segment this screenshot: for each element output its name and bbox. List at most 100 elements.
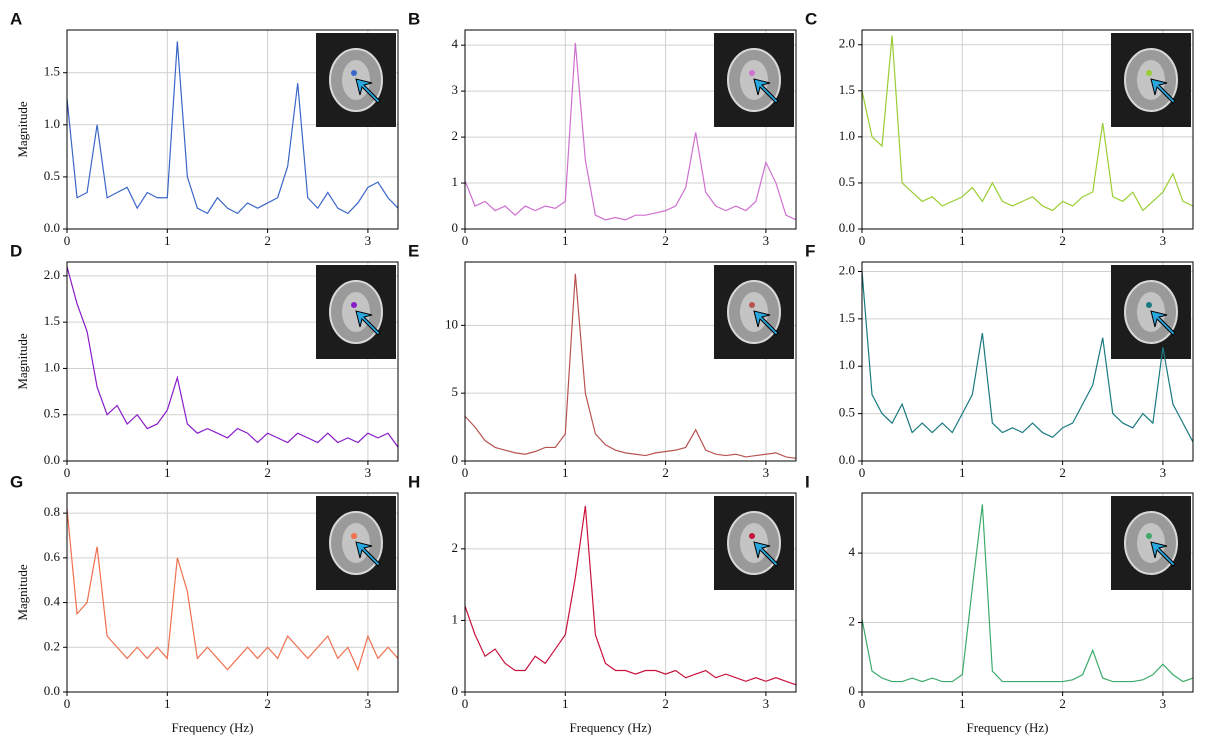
y-tick-label: 0.2 bbox=[44, 638, 60, 653]
x-tick-label: 2 bbox=[662, 233, 669, 248]
x-tick-label: 1 bbox=[164, 465, 171, 480]
y-tick-label: 0.0 bbox=[44, 220, 60, 235]
y-axis-label: Magnitude bbox=[15, 564, 30, 621]
x-tick-label: 1 bbox=[562, 696, 569, 711]
data-line bbox=[66, 41, 399, 215]
x-tick-label: 0 bbox=[859, 696, 866, 711]
y-tick-label: 4 bbox=[452, 36, 459, 51]
data-line bbox=[464, 273, 797, 459]
plot-frame bbox=[861, 29, 1194, 230]
data-line bbox=[861, 35, 1194, 212]
x-tick-label: 2 bbox=[662, 465, 669, 480]
y-axis-label: Magnitude bbox=[15, 101, 30, 158]
y-tick-label: 1 bbox=[452, 611, 459, 626]
x-tick-label: 0 bbox=[462, 233, 469, 248]
y-tick-label: 0.5 bbox=[44, 168, 60, 183]
y-tick-label: 0.0 bbox=[839, 220, 855, 235]
panel-letter: E bbox=[408, 241, 419, 260]
plot-frame bbox=[464, 492, 797, 693]
inset-arrow bbox=[753, 310, 779, 336]
y-tick-label: 1.5 bbox=[44, 313, 60, 328]
x-tick-label: 0 bbox=[64, 696, 71, 711]
y-tick-label: 0.0 bbox=[44, 683, 60, 698]
y-tick-label: 5 bbox=[452, 384, 459, 399]
y-tick-label: 0.5 bbox=[839, 405, 855, 420]
x-tick-label: 2 bbox=[264, 696, 271, 711]
inset-marker bbox=[749, 533, 755, 539]
data-line bbox=[66, 266, 399, 448]
x-tick-label: 2 bbox=[1059, 465, 1066, 480]
inset-marker bbox=[351, 70, 357, 76]
x-tick-label: 3 bbox=[365, 696, 372, 711]
inset-marker bbox=[749, 70, 755, 76]
y-tick-label: 0.8 bbox=[44, 504, 60, 519]
inset-arrow bbox=[1150, 310, 1176, 336]
x-tick-label: 0 bbox=[64, 465, 71, 480]
inset-arrow bbox=[753, 541, 779, 567]
plot-frame bbox=[66, 492, 399, 693]
inset-arrow bbox=[1150, 541, 1176, 567]
inset-arrow bbox=[753, 78, 779, 104]
y-tick-label: 0 bbox=[452, 220, 459, 235]
y-tick-label: 1 bbox=[452, 174, 459, 189]
y-tick-label: 1.0 bbox=[44, 116, 60, 131]
x-tick-label: 2 bbox=[1059, 233, 1066, 248]
y-tick-label: 0 bbox=[452, 452, 459, 467]
x-tick-label: 0 bbox=[859, 233, 866, 248]
data-line bbox=[464, 505, 797, 686]
x-tick-label: 1 bbox=[562, 233, 569, 248]
data-line bbox=[66, 508, 399, 672]
y-axis-label: Magnitude bbox=[15, 333, 30, 390]
x-axis-label: Frequency (Hz) bbox=[172, 720, 254, 735]
x-tick-label: 3 bbox=[365, 233, 372, 248]
x-tick-label: 1 bbox=[959, 233, 966, 248]
y-tick-label: 0.0 bbox=[839, 452, 855, 467]
inset-arrow bbox=[355, 78, 381, 104]
y-tick-label: 0.0 bbox=[44, 452, 60, 467]
panel-letter: F bbox=[805, 241, 815, 260]
y-tick-label: 2 bbox=[452, 128, 459, 143]
y-tick-label: 1.5 bbox=[839, 310, 855, 325]
inset-marker bbox=[1146, 70, 1152, 76]
inset-arrow bbox=[1150, 78, 1176, 104]
x-tick-label: 3 bbox=[365, 465, 372, 480]
y-tick-label: 1.0 bbox=[44, 359, 60, 374]
x-tick-label: 2 bbox=[264, 233, 271, 248]
y-tick-label: 0.6 bbox=[44, 549, 61, 564]
y-tick-label: 0.5 bbox=[839, 174, 855, 189]
x-tick-label: 1 bbox=[164, 233, 171, 248]
inset-marker bbox=[351, 302, 357, 308]
x-tick-label: 3 bbox=[1160, 696, 1167, 711]
y-tick-label: 2 bbox=[452, 540, 459, 555]
x-tick-label: 3 bbox=[763, 465, 770, 480]
x-tick-label: 2 bbox=[662, 696, 669, 711]
panel-letter: H bbox=[408, 472, 420, 491]
x-tick-label: 0 bbox=[859, 465, 866, 480]
y-tick-label: 0.4 bbox=[44, 594, 61, 609]
inset-marker bbox=[749, 302, 755, 308]
x-axis-label: Frequency (Hz) bbox=[570, 720, 652, 735]
x-tick-label: 3 bbox=[1160, 465, 1167, 480]
y-tick-label: 0 bbox=[452, 683, 459, 698]
y-tick-label: 1.5 bbox=[44, 64, 60, 79]
y-tick-label: 2.0 bbox=[44, 267, 60, 282]
plot-frame bbox=[861, 492, 1194, 693]
x-tick-label: 1 bbox=[562, 465, 569, 480]
y-tick-label: 2 bbox=[849, 614, 856, 629]
y-tick-label: 4 bbox=[849, 544, 856, 559]
inset-arrow bbox=[355, 541, 381, 567]
inset-marker bbox=[351, 533, 357, 539]
panel-letter: C bbox=[805, 9, 817, 28]
inset-marker bbox=[1146, 302, 1152, 308]
y-tick-label: 1.5 bbox=[839, 82, 855, 97]
panel-letter: B bbox=[408, 9, 420, 28]
panel-letter: I bbox=[805, 472, 810, 491]
x-tick-label: 0 bbox=[462, 696, 469, 711]
inset-arrow bbox=[355, 310, 381, 336]
panel-letter: G bbox=[10, 472, 23, 491]
x-tick-label: 1 bbox=[164, 696, 171, 711]
data-line bbox=[861, 504, 1194, 683]
y-tick-label: 0 bbox=[849, 683, 856, 698]
